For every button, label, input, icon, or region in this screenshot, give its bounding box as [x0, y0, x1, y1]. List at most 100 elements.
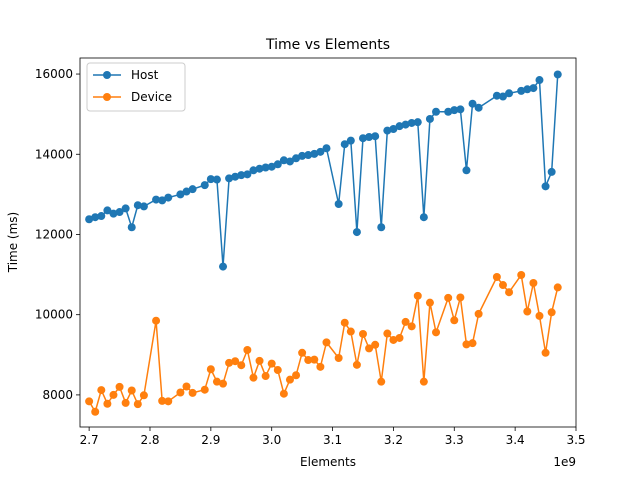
legend-host-marker	[103, 71, 111, 79]
data-point-device	[133, 400, 142, 409]
data-point-host	[152, 195, 161, 204]
data-point-host	[176, 190, 185, 199]
data-point-device	[127, 386, 136, 395]
data-point-device	[450, 316, 459, 325]
data-point-host	[334, 200, 343, 208]
data-point-host	[285, 157, 294, 166]
data-point-host	[462, 166, 471, 175]
data-point-host	[212, 175, 221, 184]
data-point-host	[182, 187, 191, 196]
data-point-host	[541, 182, 550, 191]
data-point-device	[529, 279, 538, 288]
data-point-host	[103, 206, 112, 215]
data-point-host	[468, 99, 477, 108]
data-point-host	[389, 124, 398, 133]
data-point-device	[249, 373, 258, 382]
data-point-host	[127, 223, 136, 232]
data-point-host	[498, 92, 507, 101]
data-point-host	[413, 118, 422, 127]
data-point-device	[535, 311, 544, 320]
data-point-host	[243, 170, 252, 179]
x-tick-label: 3.0	[262, 433, 281, 447]
data-point-device	[298, 348, 307, 357]
data-point-host	[158, 196, 167, 205]
data-point-device	[395, 333, 404, 342]
data-point-host	[298, 151, 307, 160]
data-point-host	[407, 118, 416, 127]
data-point-device	[152, 316, 161, 325]
y-axis-label: Time (ms)	[6, 212, 20, 274]
data-point-host	[139, 202, 148, 211]
data-point-device	[164, 397, 173, 406]
data-point-device	[97, 386, 106, 395]
data-point-device	[419, 377, 428, 386]
x-tick-label: 2.9	[201, 433, 220, 447]
data-point-device	[316, 362, 325, 371]
data-point-host	[444, 107, 453, 116]
data-point-host	[267, 162, 276, 171]
data-point-host	[523, 85, 532, 94]
data-point-device	[85, 397, 94, 406]
x-tick-label: 3.1	[323, 433, 342, 447]
data-point-device	[219, 379, 228, 388]
data-point-device	[285, 375, 294, 384]
data-point-device	[273, 366, 282, 375]
data-point-device	[498, 281, 507, 290]
x-tick-label: 3.3	[445, 433, 464, 447]
data-point-host	[121, 204, 130, 213]
data-point-host	[231, 172, 240, 181]
x-tick-label: 3.2	[384, 433, 403, 447]
data-point-device	[517, 270, 526, 279]
data-point-device	[377, 377, 386, 386]
data-point-device	[237, 361, 246, 370]
data-point-device	[444, 293, 453, 302]
data-point-host	[517, 86, 526, 95]
data-point-device	[139, 391, 148, 400]
data-point-device	[212, 377, 221, 386]
data-point-device	[371, 340, 380, 349]
data-point-device	[505, 288, 514, 297]
x-axis: 2.7 2.8 2.9 3.0 3.1 3.2 3.3 3.4 3.5	[80, 427, 586, 447]
data-point-host	[419, 213, 428, 222]
data-point-device	[304, 356, 313, 365]
data-point-device	[322, 338, 331, 347]
data-point-device	[547, 308, 556, 317]
data-point-device	[346, 327, 355, 336]
y-axis: 8000 10000 12000 14000 16000	[35, 67, 80, 402]
y-tick-label: 12000	[35, 227, 73, 241]
data-point-device	[492, 272, 501, 281]
data-point-device	[553, 283, 562, 292]
data-point-host	[310, 149, 319, 158]
data-point-device	[292, 371, 301, 380]
data-point-host	[535, 76, 544, 85]
data-point-host	[505, 89, 514, 98]
x-tick-label: 3.4	[506, 433, 525, 447]
data-point-host	[346, 136, 355, 145]
data-point-device	[176, 388, 185, 397]
data-point-host	[547, 167, 556, 176]
data-point-host	[395, 122, 404, 131]
data-point-host	[164, 193, 173, 202]
series-layer	[85, 70, 562, 416]
data-point-device	[541, 348, 550, 357]
data-point-device	[389, 335, 398, 344]
data-point-device	[425, 298, 434, 307]
data-point-host	[425, 114, 434, 123]
data-point-host	[109, 209, 118, 218]
data-point-host	[115, 208, 124, 217]
x-tick-label: 2.8	[140, 433, 159, 447]
data-point-device	[383, 329, 392, 338]
data-point-device	[231, 357, 240, 366]
data-point-host	[456, 105, 465, 114]
data-point-device	[462, 340, 471, 349]
data-point-host	[316, 147, 325, 156]
data-point-host	[225, 174, 234, 183]
data-point-device	[279, 389, 288, 398]
data-point-device	[206, 365, 215, 374]
data-point-device	[103, 399, 112, 408]
data-point-device	[188, 388, 197, 397]
data-point-device	[413, 291, 422, 300]
data-point-host	[200, 181, 209, 190]
data-point-device	[182, 382, 191, 391]
